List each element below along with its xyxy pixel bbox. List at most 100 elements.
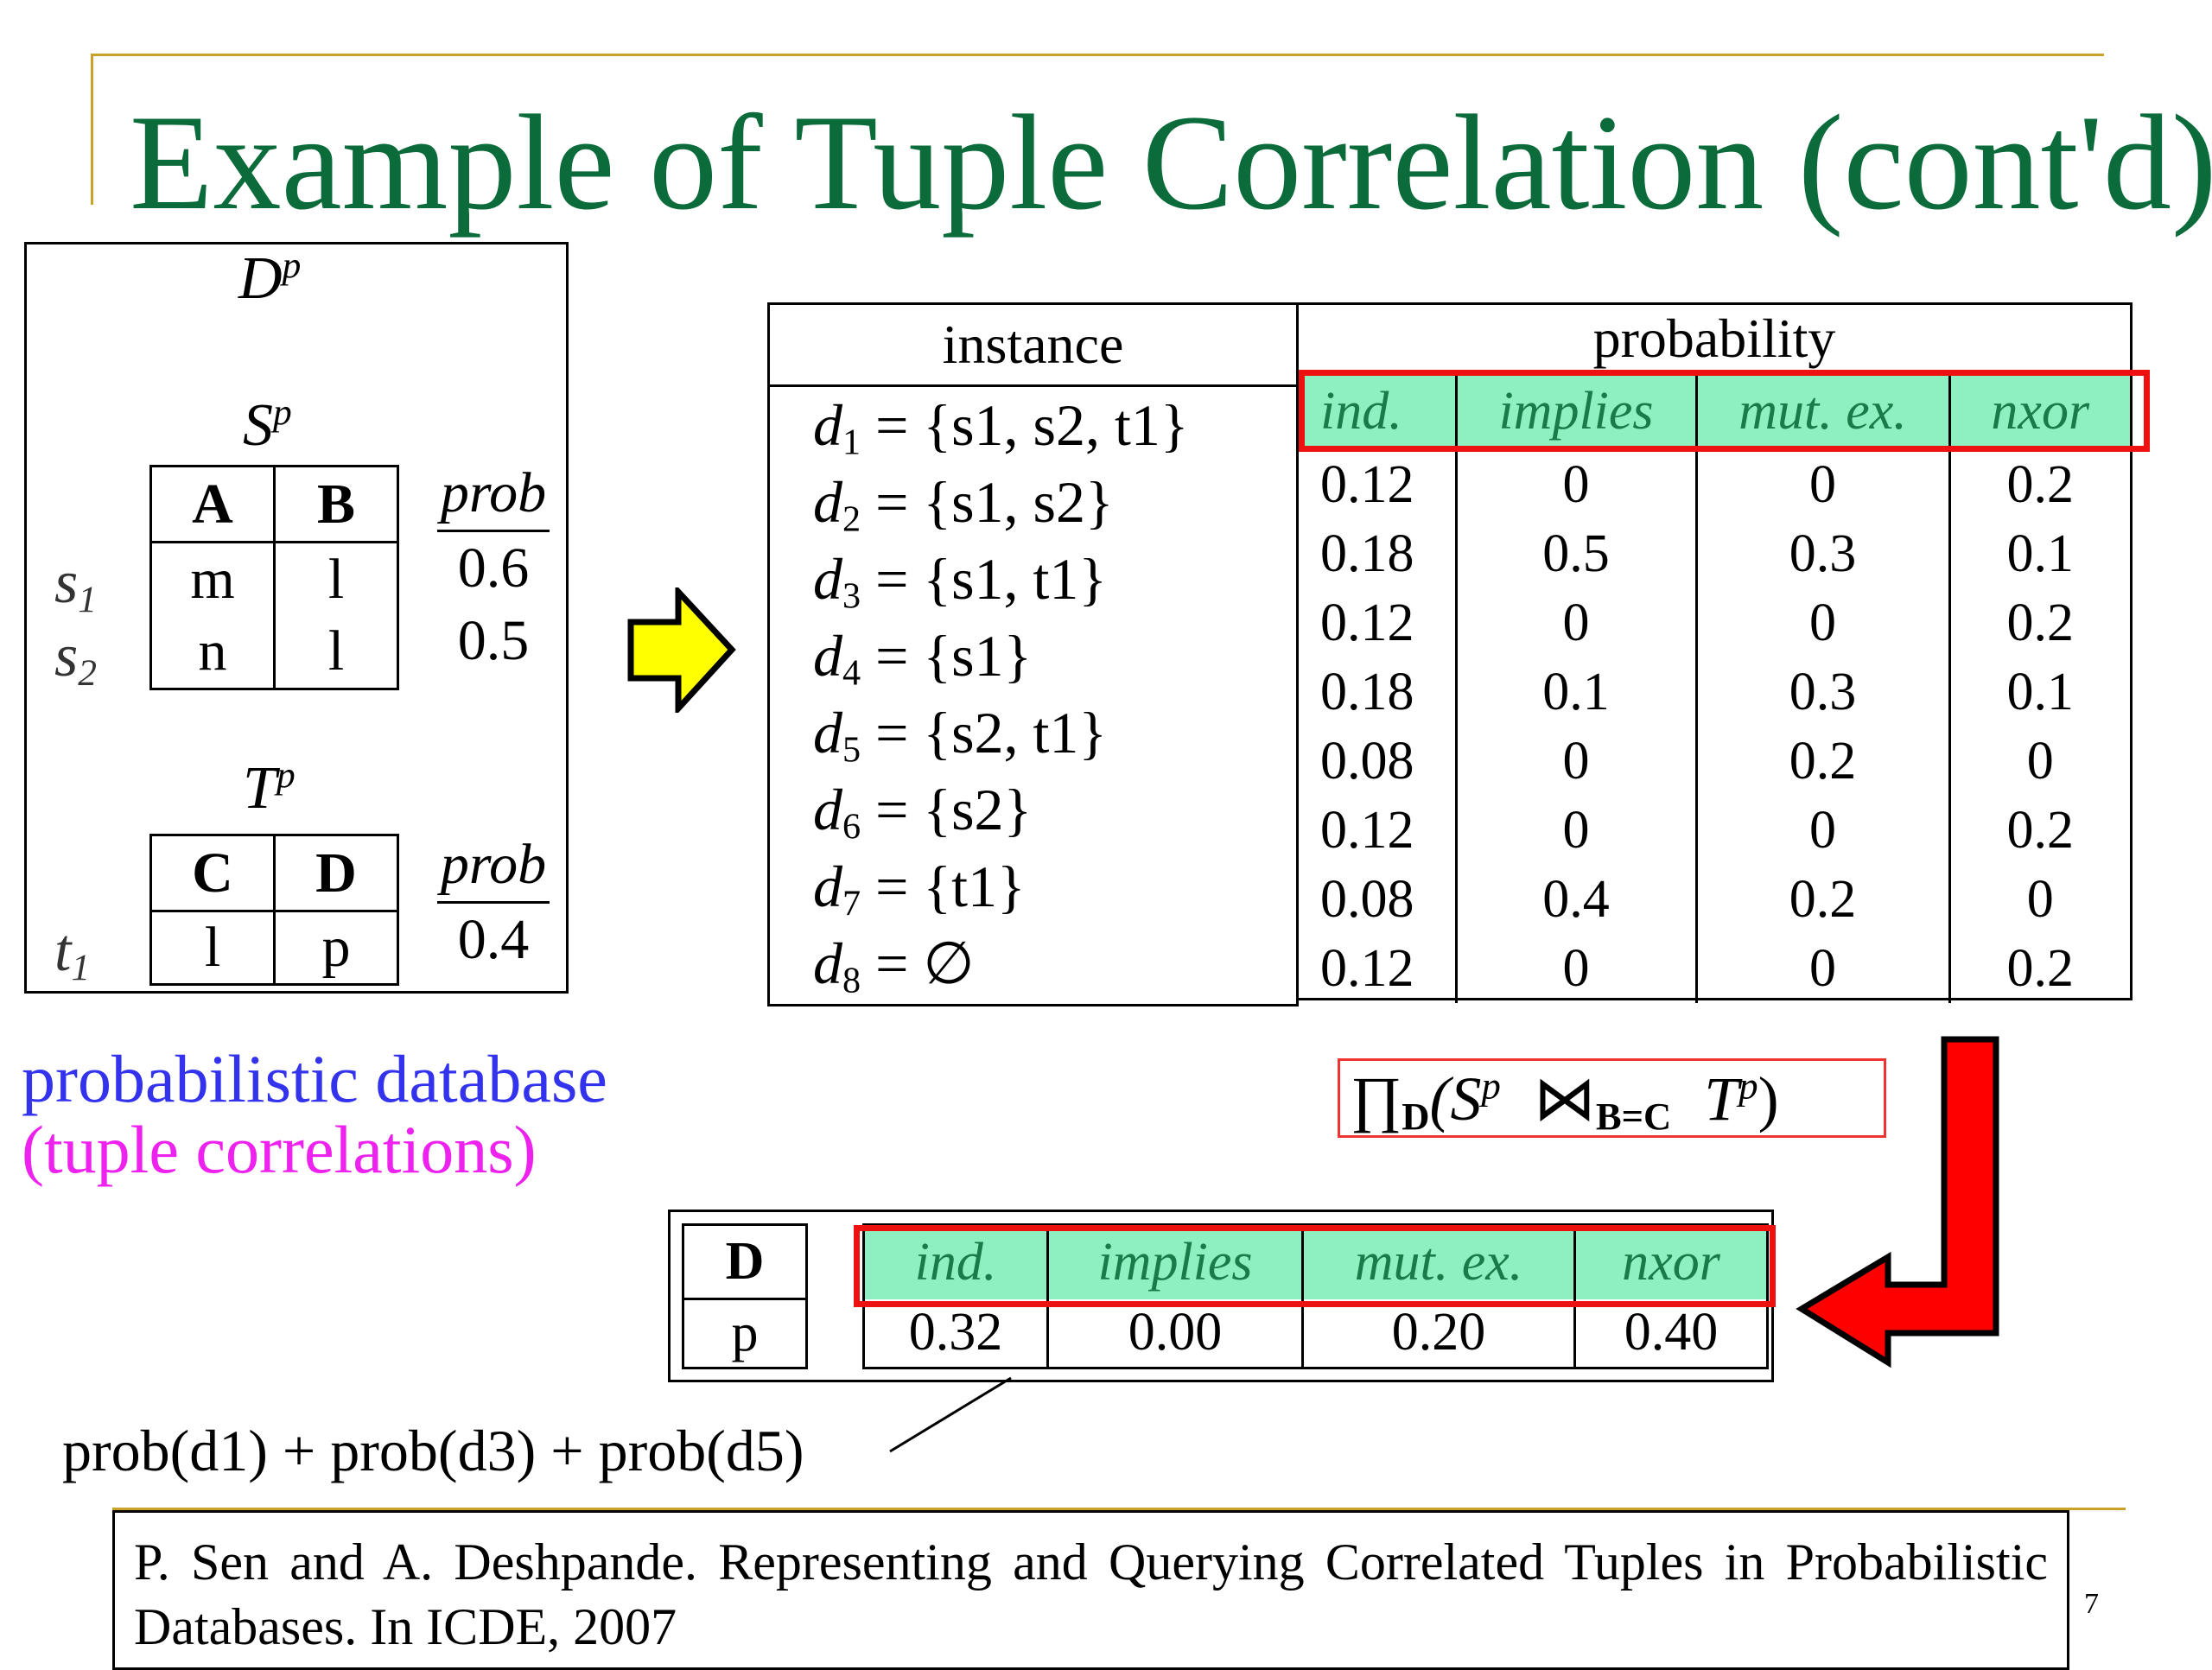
- table-row: 0.18 0.5 0.3 0.1: [1299, 519, 2130, 588]
- t-col-c-header: C: [149, 834, 276, 912]
- table-cell: 0.2: [1948, 934, 2130, 1003]
- s1-prob: 0.6: [457, 537, 530, 600]
- table-row: A B: [149, 465, 399, 543]
- table-cell: 0.12: [1320, 800, 1414, 860]
- s-prob-header: prob: [437, 460, 550, 532]
- table-cell: 0.12: [1320, 593, 1414, 652]
- instance-row: d7 = {t1}: [813, 854, 1026, 924]
- table-row: ind. implies mut. ex. nxor: [1299, 372, 2130, 450]
- table-row: 0.18 0.1 0.3 0.1: [1299, 657, 2130, 727]
- table-cell: 0.2: [1694, 727, 1949, 796]
- table-cell: 0: [1694, 450, 1949, 519]
- slide-title: Example of Tuple Correlation (cont'd): [130, 87, 2212, 238]
- result-prob-table: ind. implies mut. ex. nxor 0.32 0.00 0.2…: [862, 1223, 1769, 1369]
- table-cell: 0.1: [1948, 657, 2130, 727]
- t-col-d-header: D: [273, 834, 399, 912]
- down-left-arrow-icon: [1796, 1036, 1999, 1368]
- col-nxor-header: nxor: [1948, 372, 2130, 450]
- table-row: p: [682, 1298, 808, 1369]
- table-row: 0.12 0 0 0.2: [1299, 588, 2130, 657]
- instance-row: d5 = {s2, t1}: [813, 700, 1108, 771]
- pointer-line: [889, 1376, 1012, 1453]
- table-cell: 0: [1694, 934, 1949, 1003]
- page-number: 7: [2084, 1588, 2099, 1620]
- result-mutex-value: 0.20: [1301, 1299, 1576, 1369]
- s2-prob: 0.5: [457, 609, 530, 672]
- t1-row-label: t1: [54, 918, 91, 988]
- table-cell: 0: [1454, 450, 1696, 519]
- table-cell: p: [273, 910, 399, 986]
- t-prob-column: prob 0.4: [437, 832, 550, 973]
- result-ind-header: ind.: [862, 1223, 1049, 1299]
- table-cell: 0.18: [1320, 662, 1414, 721]
- table-cell: 0.2: [1694, 865, 1949, 934]
- s-table: A B m l n l: [149, 465, 399, 690]
- instance-header: instance: [770, 305, 1296, 387]
- t1-prob: 0.4: [457, 908, 530, 971]
- reference-citation: P. Sen and A. Deshpande. Representing an…: [112, 1510, 2069, 1670]
- table-row: 0.32 0.00 0.20 0.40: [862, 1299, 1769, 1369]
- table-cell: 0.1: [1948, 519, 2130, 588]
- table-cell: n: [149, 615, 276, 690]
- result-ind-value: 0.32: [862, 1299, 1049, 1369]
- result-nxor-header: nxor: [1573, 1223, 1769, 1299]
- s-table-name: Sp: [243, 391, 292, 459]
- table-row: 0.08 0.4 0.2 0: [1299, 865, 2130, 934]
- result-table-frame: D p ind. implies mut. ex. nxor 0.32 0.00…: [668, 1210, 1774, 1382]
- col-ind-header: ind.: [1299, 372, 1456, 450]
- database-caption: probabilistic database (tuple correlatio…: [22, 1044, 607, 1185]
- s-col-b-header: B: [273, 465, 399, 543]
- table-cell: l: [273, 541, 399, 616]
- t-prob-header: prob: [437, 832, 550, 904]
- table-cell: 0.4: [1454, 865, 1696, 934]
- table-cell: 0: [1694, 796, 1949, 865]
- table-cell: 0.3: [1694, 657, 1949, 727]
- top-accent-rule: [91, 54, 2104, 56]
- query-formula: ∏D(Sp ⋈B=C Tp): [1338, 1058, 1886, 1138]
- t-table-name: Tp: [243, 754, 296, 822]
- s1-row-label: s1: [54, 549, 97, 620]
- table-cell: 0.12: [1320, 454, 1414, 514]
- result-d-table: D p: [682, 1223, 808, 1369]
- table-cell: 0.2: [1948, 588, 2130, 657]
- probability-header: probability: [1592, 308, 1836, 369]
- instance-row: d3 = {s1, t1}: [813, 546, 1108, 617]
- table-row: 0.12 0 0 0.2: [1299, 796, 2130, 865]
- probability-grid: ind. implies mut. ex. nxor 0.12 0 0 0.2 0.18…: [1299, 372, 2130, 1003]
- bottom-accent-rule: [112, 1508, 2126, 1510]
- table-cell: 0.2: [1948, 796, 2130, 865]
- s2-row-label: s2: [54, 623, 97, 694]
- table-cell: 0: [1454, 934, 1696, 1003]
- s-prob-column: prob 0.6 0.5: [437, 460, 550, 674]
- result-types-highlight: [854, 1225, 1776, 1307]
- table-row: ind. implies mut. ex. nxor: [862, 1223, 1769, 1299]
- s-col-a-header: A: [149, 465, 276, 543]
- table-row: 0.08 0 0.2 0: [1299, 727, 2130, 796]
- col-mutex-header: mut. ex.: [1694, 372, 1949, 450]
- instance-row: d4 = {s1}: [813, 623, 1033, 694]
- table-cell: 0.5: [1454, 519, 1696, 588]
- instance-row: d8 = ∅: [813, 930, 975, 1001]
- t-table: C D l p: [149, 834, 399, 986]
- table-row: 0.12 0 0 0.2: [1299, 934, 2130, 1003]
- result-mutex-header: mut. ex.: [1301, 1223, 1576, 1299]
- table-cell: 0: [1694, 588, 1949, 657]
- table-cell: 0.12: [1320, 938, 1414, 998]
- caption-line-1: probabilistic database: [22, 1041, 607, 1116]
- probability-table: probability ind. implies mut. ex. nxor 0…: [1299, 302, 2133, 1003]
- probabilistic-database-box: Dp Sp A B m l n l prob 0.6 0.5 s1 s2 Tp …: [24, 242, 569, 994]
- table-cell: 0.1: [1454, 657, 1696, 727]
- table-cell: 0.3: [1694, 519, 1949, 588]
- table-row: l p: [149, 910, 399, 986]
- instance-row: d6 = {s2}: [813, 777, 1033, 848]
- instance-row: d1 = {s1, s2, t1}: [813, 392, 1189, 463]
- left-accent-rule: [91, 54, 93, 205]
- table-cell: 0: [1948, 865, 2130, 934]
- table-row: 0.12 0 0 0.2: [1299, 450, 2130, 519]
- right-arrow-icon: [627, 587, 736, 713]
- result-implies-header: implies: [1046, 1223, 1304, 1299]
- table-cell: l: [273, 615, 399, 690]
- result-implies-value: 0.00: [1046, 1299, 1304, 1369]
- table-cell: 0.08: [1320, 869, 1414, 929]
- table-row: m l: [149, 541, 399, 616]
